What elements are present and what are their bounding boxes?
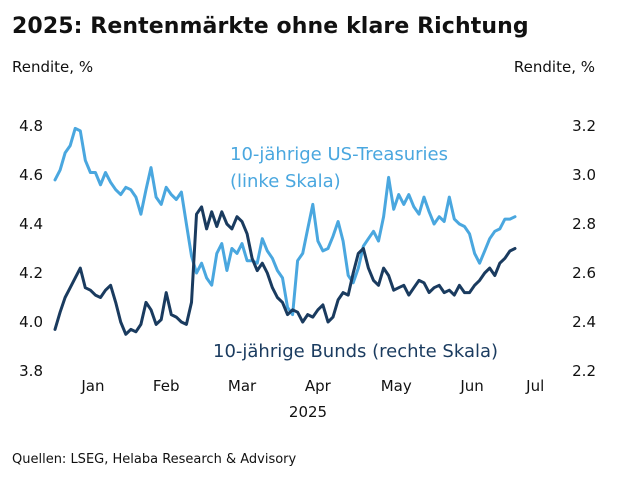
y-tick-label-left: 3.8 xyxy=(19,362,43,380)
y-tick-label-right: 2.6 xyxy=(572,264,596,282)
y-ticks-left: 3.8 4.0 4.2 4.4 4.6 4.8 xyxy=(19,117,43,380)
y-tick-label-left: 4.2 xyxy=(19,264,43,282)
x-ticks: Jan Feb Mar Apr May Jun Jul xyxy=(80,377,544,395)
x-tick-label: Feb xyxy=(153,377,180,395)
x-tick-label: Jul xyxy=(525,377,544,395)
x-tick-label: Mar xyxy=(228,377,257,395)
chart-title: 2025: Rentenmärkte ohne klare Richtung xyxy=(12,14,529,39)
y-tick-label-left: 4.6 xyxy=(19,166,43,184)
y-tick-label-right: 2.8 xyxy=(572,215,596,233)
y-tick-label-right: 2.4 xyxy=(572,313,596,331)
y-axis-label-right: Rendite, % xyxy=(513,58,595,76)
annotation-us-treasuries-scale: (linke Skala) xyxy=(230,171,341,192)
x-tick-label: Jan xyxy=(80,377,104,395)
annotation-us-treasuries: 10-jährige US-Treasuries xyxy=(230,144,448,165)
annotation-bunds: 10-jährige Bunds (rechte Skala) xyxy=(213,341,498,362)
y-tick-label-left: 4.8 xyxy=(19,117,43,135)
x-tick-label: May xyxy=(381,377,412,395)
y-ticks-right: 2.2 2.4 2.6 2.8 3.0 3.2 xyxy=(572,117,596,380)
series-line-us-treasuries xyxy=(53,126,517,317)
y-tick-label-right: 3.0 xyxy=(572,166,596,184)
y-tick-label-right: 2.2 xyxy=(572,362,596,380)
y-tick-label-left: 4.0 xyxy=(19,313,43,331)
series-line-bunds xyxy=(53,205,517,336)
x-axis-label: 2025 xyxy=(289,403,327,421)
source-note: Quellen: LSEG, Helaba Research & Advisor… xyxy=(12,452,297,467)
y-tick-label-left: 4.4 xyxy=(19,215,43,233)
y-tick-label-right: 3.2 xyxy=(572,117,596,135)
x-tick-label: Apr xyxy=(305,377,332,395)
x-tick-label: Jun xyxy=(459,377,483,395)
y-axis-label-left: Rendite, % xyxy=(12,58,94,76)
